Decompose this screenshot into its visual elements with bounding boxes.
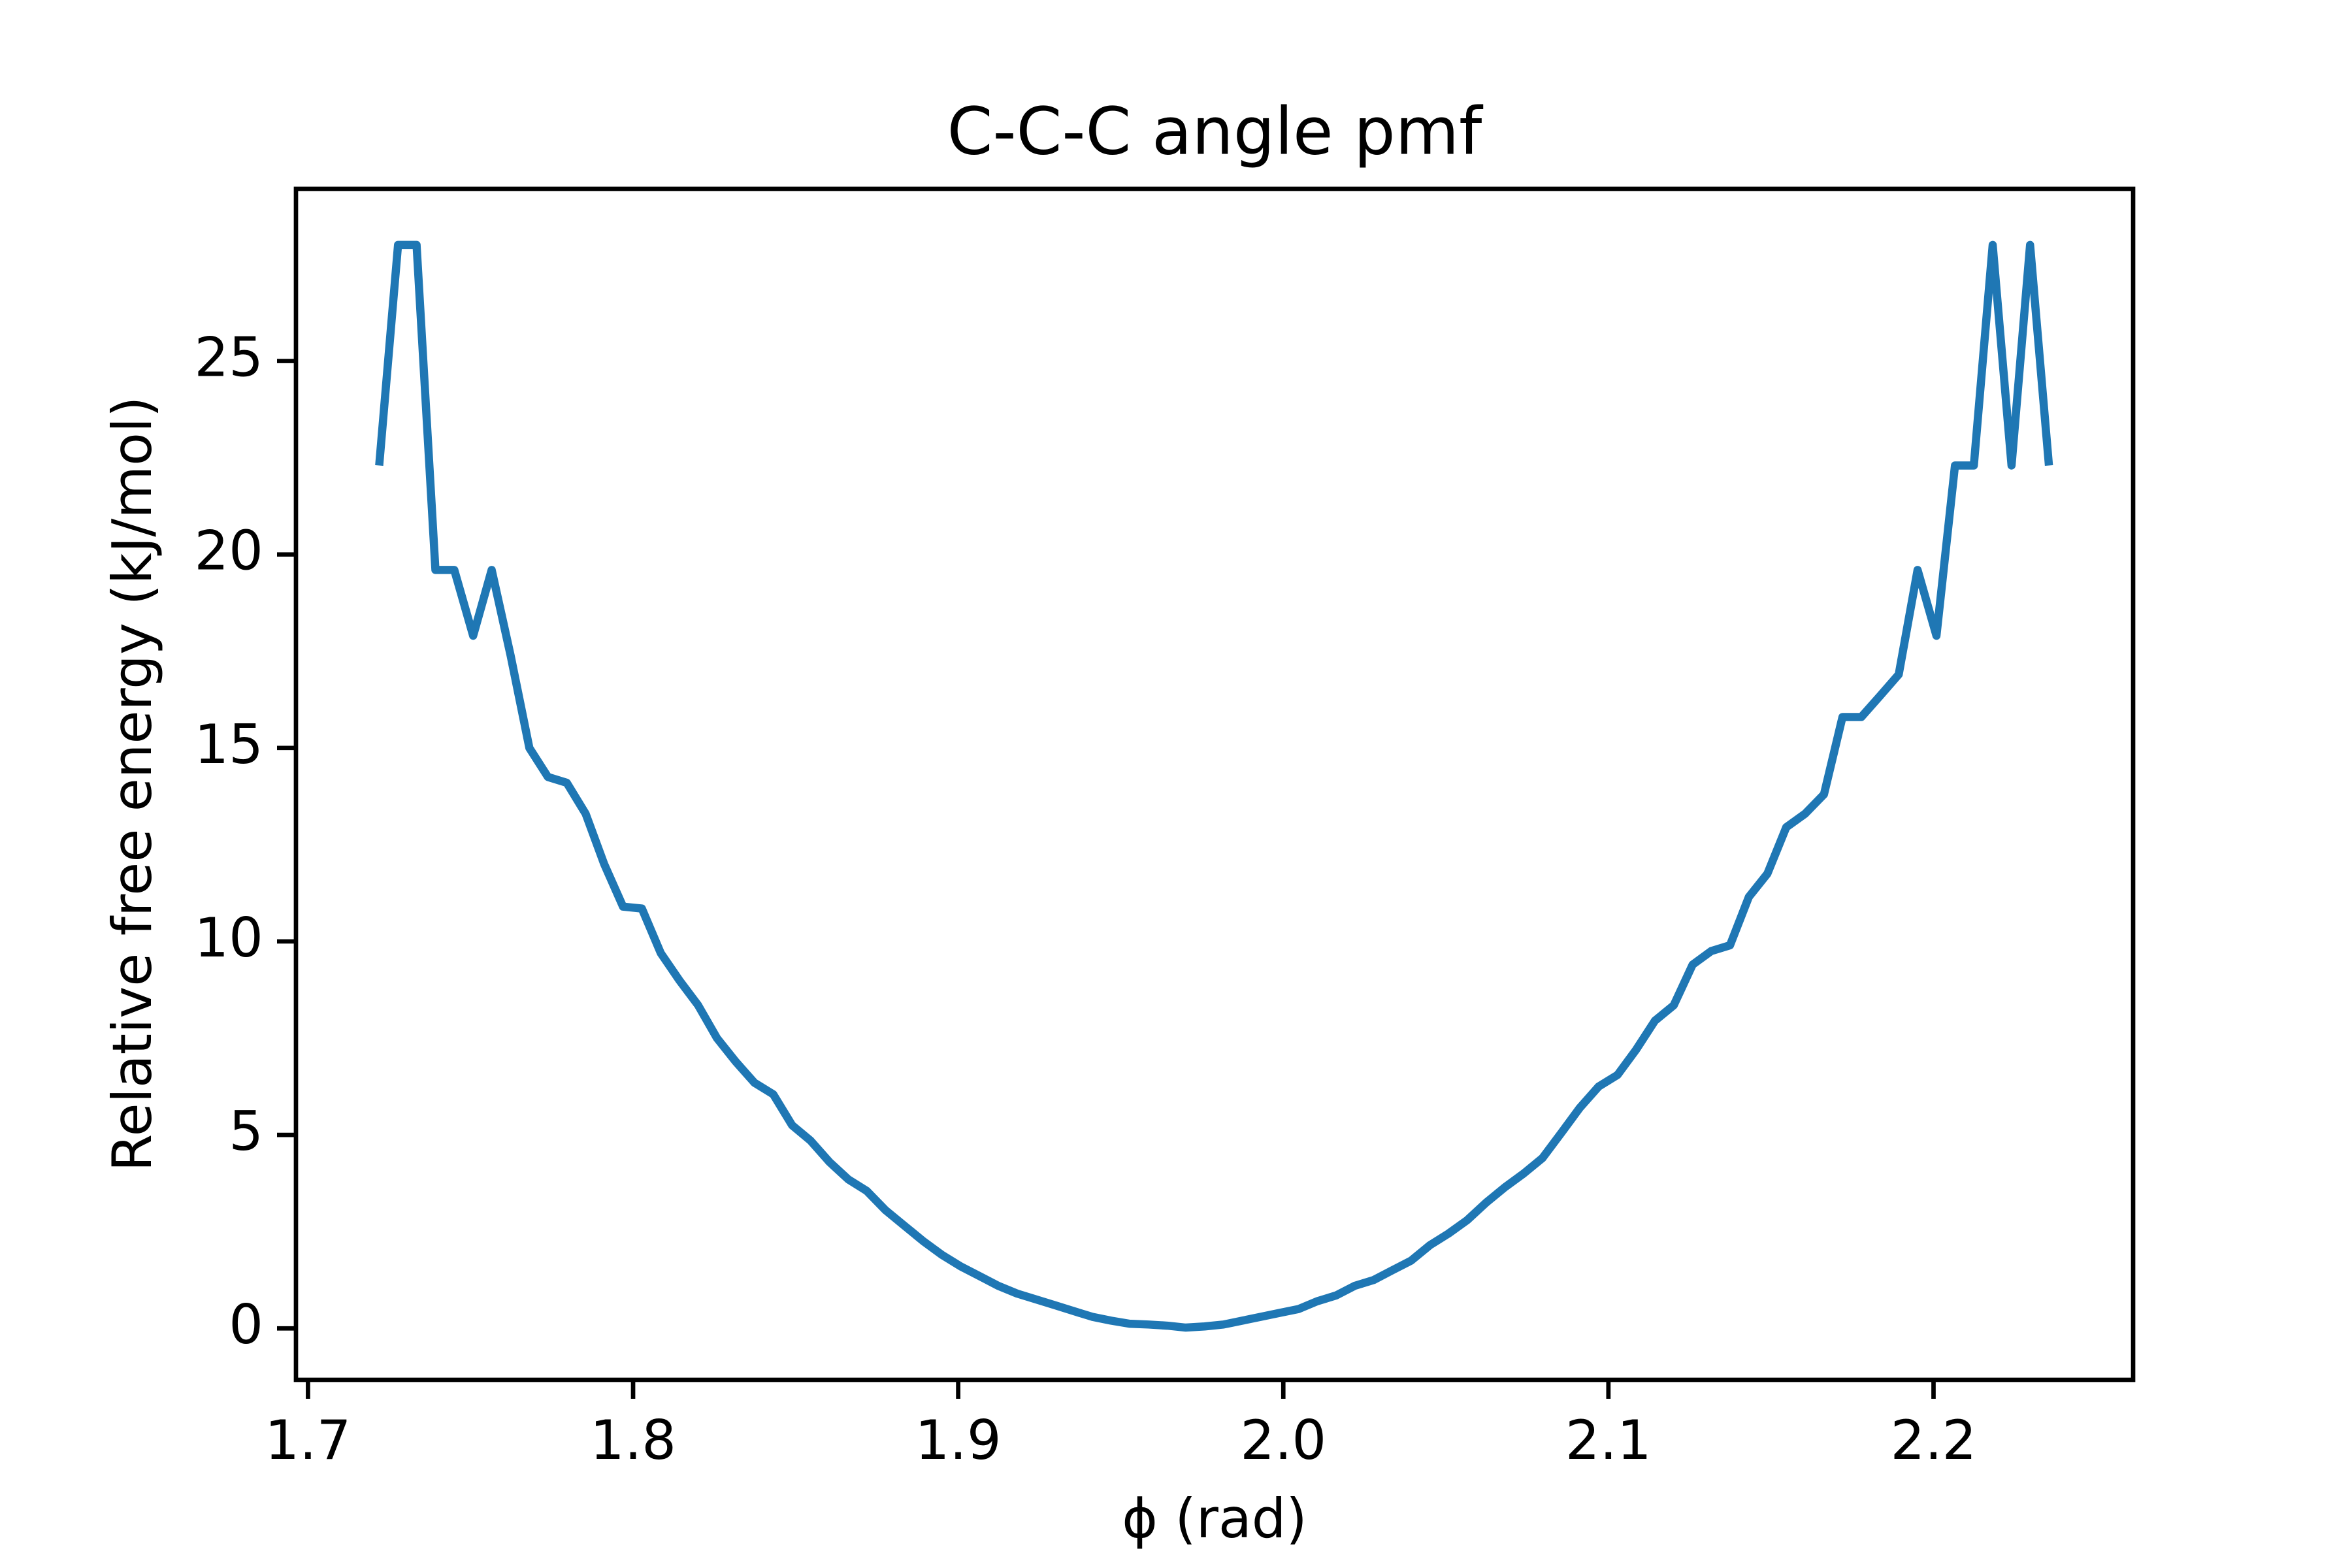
x-tick-label: 1.9 <box>915 1409 1002 1472</box>
y-tick-label: 20 <box>194 519 263 583</box>
x-tick-label: 1.8 <box>590 1409 676 1472</box>
y-tick-label: 0 <box>229 1293 263 1356</box>
y-tick-label: 10 <box>194 906 263 970</box>
x-tick-label: 2.1 <box>1565 1409 1652 1472</box>
x-tick-label: 2.0 <box>1240 1409 1326 1472</box>
data-line <box>375 240 2053 1332</box>
x-tick-label: 2.2 <box>1890 1409 1976 1472</box>
y-tick-label: 5 <box>229 1100 263 1163</box>
plot-frame <box>293 186 2136 1382</box>
y-tick-label: 25 <box>194 325 263 389</box>
y-axis-label: Relative free energy (kJ/mol) <box>101 397 164 1172</box>
x-axis-label: ϕ (rad) <box>1122 1487 1307 1550</box>
y-tick-label: 15 <box>194 713 263 776</box>
chart-title: C-C-C angle pmf <box>947 93 1484 169</box>
x-tick-label: 1.7 <box>265 1409 351 1472</box>
